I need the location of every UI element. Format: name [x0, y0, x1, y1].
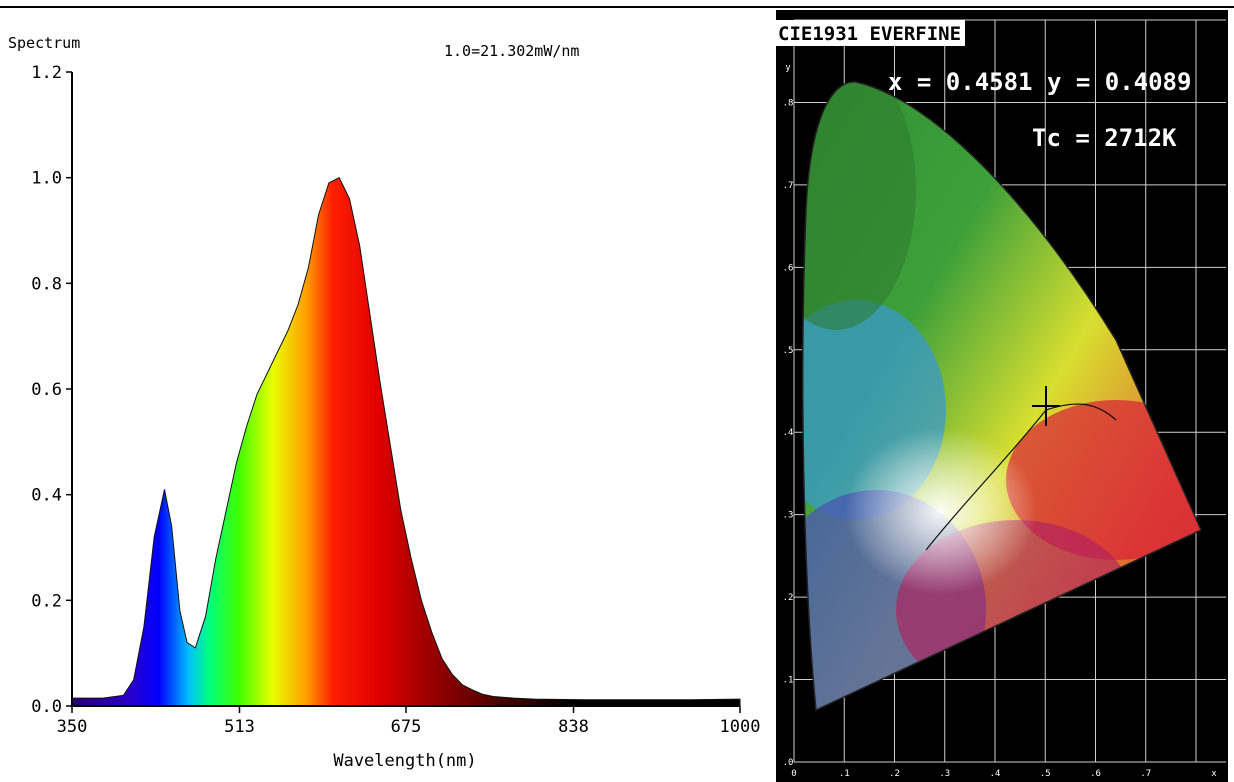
cie-color-locus	[802, 81, 1202, 710]
x-axis-label: Wavelength(nm)	[333, 751, 476, 771]
cie-chromaticity-diagram: 0 .1 .2 .3 .4 .5 .6 .7 x .0 .1 .2 .3 .4 .5 .6 .7 .8 y	[783, 19, 1226, 779]
cie-y-tick-label: y	[785, 63, 791, 73]
top-rule	[0, 6, 1234, 8]
x-tick-label: 1000	[720, 717, 761, 737]
cie-x-tick-label: .6	[1090, 769, 1101, 779]
cie-x-tick-label: x	[1211, 769, 1217, 779]
y-tick-label: 1.0	[31, 169, 62, 189]
x-tick-label: 350	[57, 717, 88, 737]
y-tick-label: 0.4	[31, 486, 62, 506]
y-tick-label: 0.0	[31, 697, 62, 717]
cie-y-tick-label: .3	[783, 511, 794, 521]
cie-x-tick-label: .5	[1040, 769, 1051, 779]
cie-y-tick-label: .8	[783, 98, 794, 108]
cie-x-tick-label: 0	[791, 769, 796, 779]
cie-y-tick-label: .0	[783, 758, 794, 768]
spectrum-title: Spectrum	[8, 34, 80, 52]
cie-x-tick-label: .1	[839, 769, 850, 779]
cie-y-tick-label: .5	[783, 346, 794, 356]
planckian-locus	[925, 403, 1117, 551]
cie-diagram-panel: 0 .1 .2 .3 .4 .5 .6 .7 x .0 .1 .2 .3 .4 .5 .6 .7 .8 y CIE…	[776, 10, 1228, 782]
x-tick-label: 838	[558, 717, 589, 737]
cie-x-tick-label: .2	[889, 769, 900, 779]
cie-x-tick-label: .4	[990, 769, 1001, 779]
scale-annotation: 1.0=21.302mW/nm	[444, 42, 579, 60]
y-tick-label: 0.6	[31, 380, 62, 400]
cie-title: CIE1931 EVERFINE	[776, 20, 966, 46]
spectrum-area	[71, 177, 741, 707]
y-tick-label: 1.2	[31, 63, 62, 83]
y-tick-label: 0.8	[31, 274, 62, 294]
measurement-crosshair-icon	[1032, 386, 1060, 426]
chromaticity-readout: x = 0.4581 y = 0.4089	[888, 68, 1192, 96]
spectrum-chart: Spectrum 1.0=21.302mW/nm 0.0 0.2 0.4 0.6 0.8…	[8, 34, 761, 771]
cie-y-tick-label: .6	[783, 263, 794, 273]
cie-x-tick-label: .3	[939, 769, 950, 779]
cie-y-tick-label: .4	[783, 428, 794, 438]
cie-y-tick-label: .2	[783, 593, 794, 603]
color-temperature-readout: Tc = 2712K	[1032, 124, 1177, 152]
cie-x-tick-label: .7	[1140, 769, 1151, 779]
x-tick-label: 513	[224, 717, 255, 737]
spectral-locus-outline	[801, 81, 1202, 712]
y-tick-label: 0.2	[31, 591, 62, 611]
spectrum-chart-panel: Spectrum 1.0=21.302mW/nm 0.0 0.2 0.4 0.6 0.8…	[8, 34, 761, 771]
cie-y-tick-label: .7	[783, 181, 794, 191]
cie-y-tick-label: .1	[783, 676, 794, 686]
x-tick-label: 675	[391, 717, 422, 737]
